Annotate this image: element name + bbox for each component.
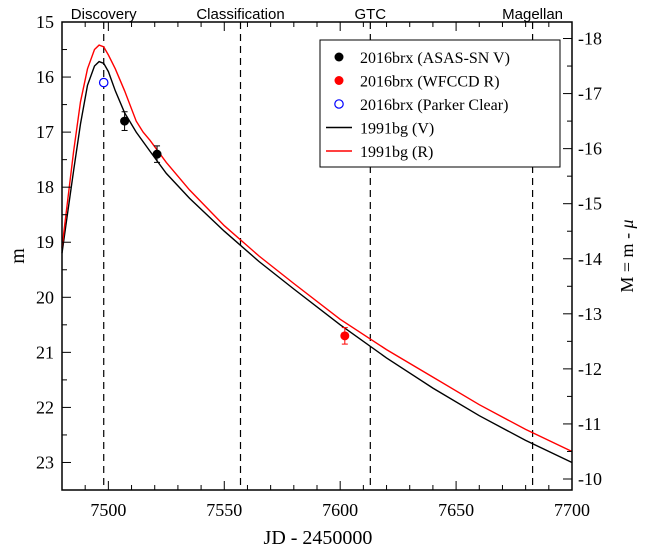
y-axis-right-label: M = m - μ (617, 219, 637, 292)
y-right-tick-label: -11 (578, 414, 601, 434)
x-tick-label: 7700 (554, 500, 590, 520)
y-left-tick-label: 22 (36, 397, 54, 417)
y-right-tick-label: -18 (578, 29, 602, 49)
y-right-tick-label: -10 (578, 469, 602, 489)
legend-label: 2016brx (WFCCD R) (360, 74, 500, 91)
legend-label: 2016brx (ASAS-SN V) (360, 50, 510, 67)
event-label: Discovery (71, 6, 137, 23)
legend-swatch (334, 99, 344, 109)
series-line (61, 44, 573, 453)
event-label: Magellan (502, 6, 563, 23)
y-left-tick-label: 16 (36, 67, 54, 87)
data-point (340, 331, 350, 341)
legend-label: 2016brx (Parker Clear) (360, 97, 508, 114)
x-tick-label: 7600 (322, 500, 358, 520)
y-left-tick-label: 23 (36, 452, 54, 472)
x-tick-label: 7500 (90, 500, 126, 520)
x-tick-label: 7650 (438, 500, 474, 520)
data-point (98, 77, 109, 88)
y-right-tick-label: -14 (578, 249, 602, 269)
left-y-axis-ticks: 15 16 17 18 19 20 21 22 23 (36, 12, 71, 491)
x-axis-label: JD - 2450000 (264, 527, 373, 549)
legend-label: 1991bg (V) (360, 121, 434, 138)
y-left-tick-label: 17 (36, 122, 54, 142)
model-curves (61, 44, 573, 464)
y-left-tick-label: 18 (36, 177, 54, 197)
event-label: Classification (196, 6, 284, 23)
legend: 2016brx (ASAS-SN V) 2016brx (WFCCD R) 2016… (319, 39, 561, 168)
y-left-tick-label: 15 (36, 12, 54, 32)
legend-box (319, 39, 561, 168)
y-axis-left-label: m (7, 248, 29, 264)
y-right-tick-label: -12 (578, 359, 602, 379)
data-point (152, 149, 162, 159)
event-label: GTC (354, 6, 386, 23)
right-y-axis-ticks: -18 -17 -16 -15 -14 -13 -12 -11 -10 (563, 29, 602, 489)
legend-swatch (334, 52, 344, 62)
y-left-tick-label: 21 (36, 342, 54, 362)
y-right-tick-label: -13 (578, 304, 602, 324)
y-right-tick-label: -15 (578, 194, 602, 214)
x-axis-ticks: 7500 7550 7600 7650 7700 (61, 22, 590, 520)
series-line (61, 60, 573, 464)
legend-label: 1991bg (R) (360, 144, 433, 161)
y-left-tick-label: 19 (36, 232, 54, 252)
event-labels: Discovery Classification GTC Magellan (71, 6, 563, 23)
data-point (120, 116, 130, 126)
y-left-tick-label: 20 (36, 287, 54, 307)
observed-points (98, 77, 350, 345)
legend-swatch (334, 76, 344, 85)
y-right-tick-label: -16 (578, 139, 602, 159)
y-right-tick-label: -17 (578, 84, 602, 104)
x-tick-label: 7550 (206, 500, 242, 520)
